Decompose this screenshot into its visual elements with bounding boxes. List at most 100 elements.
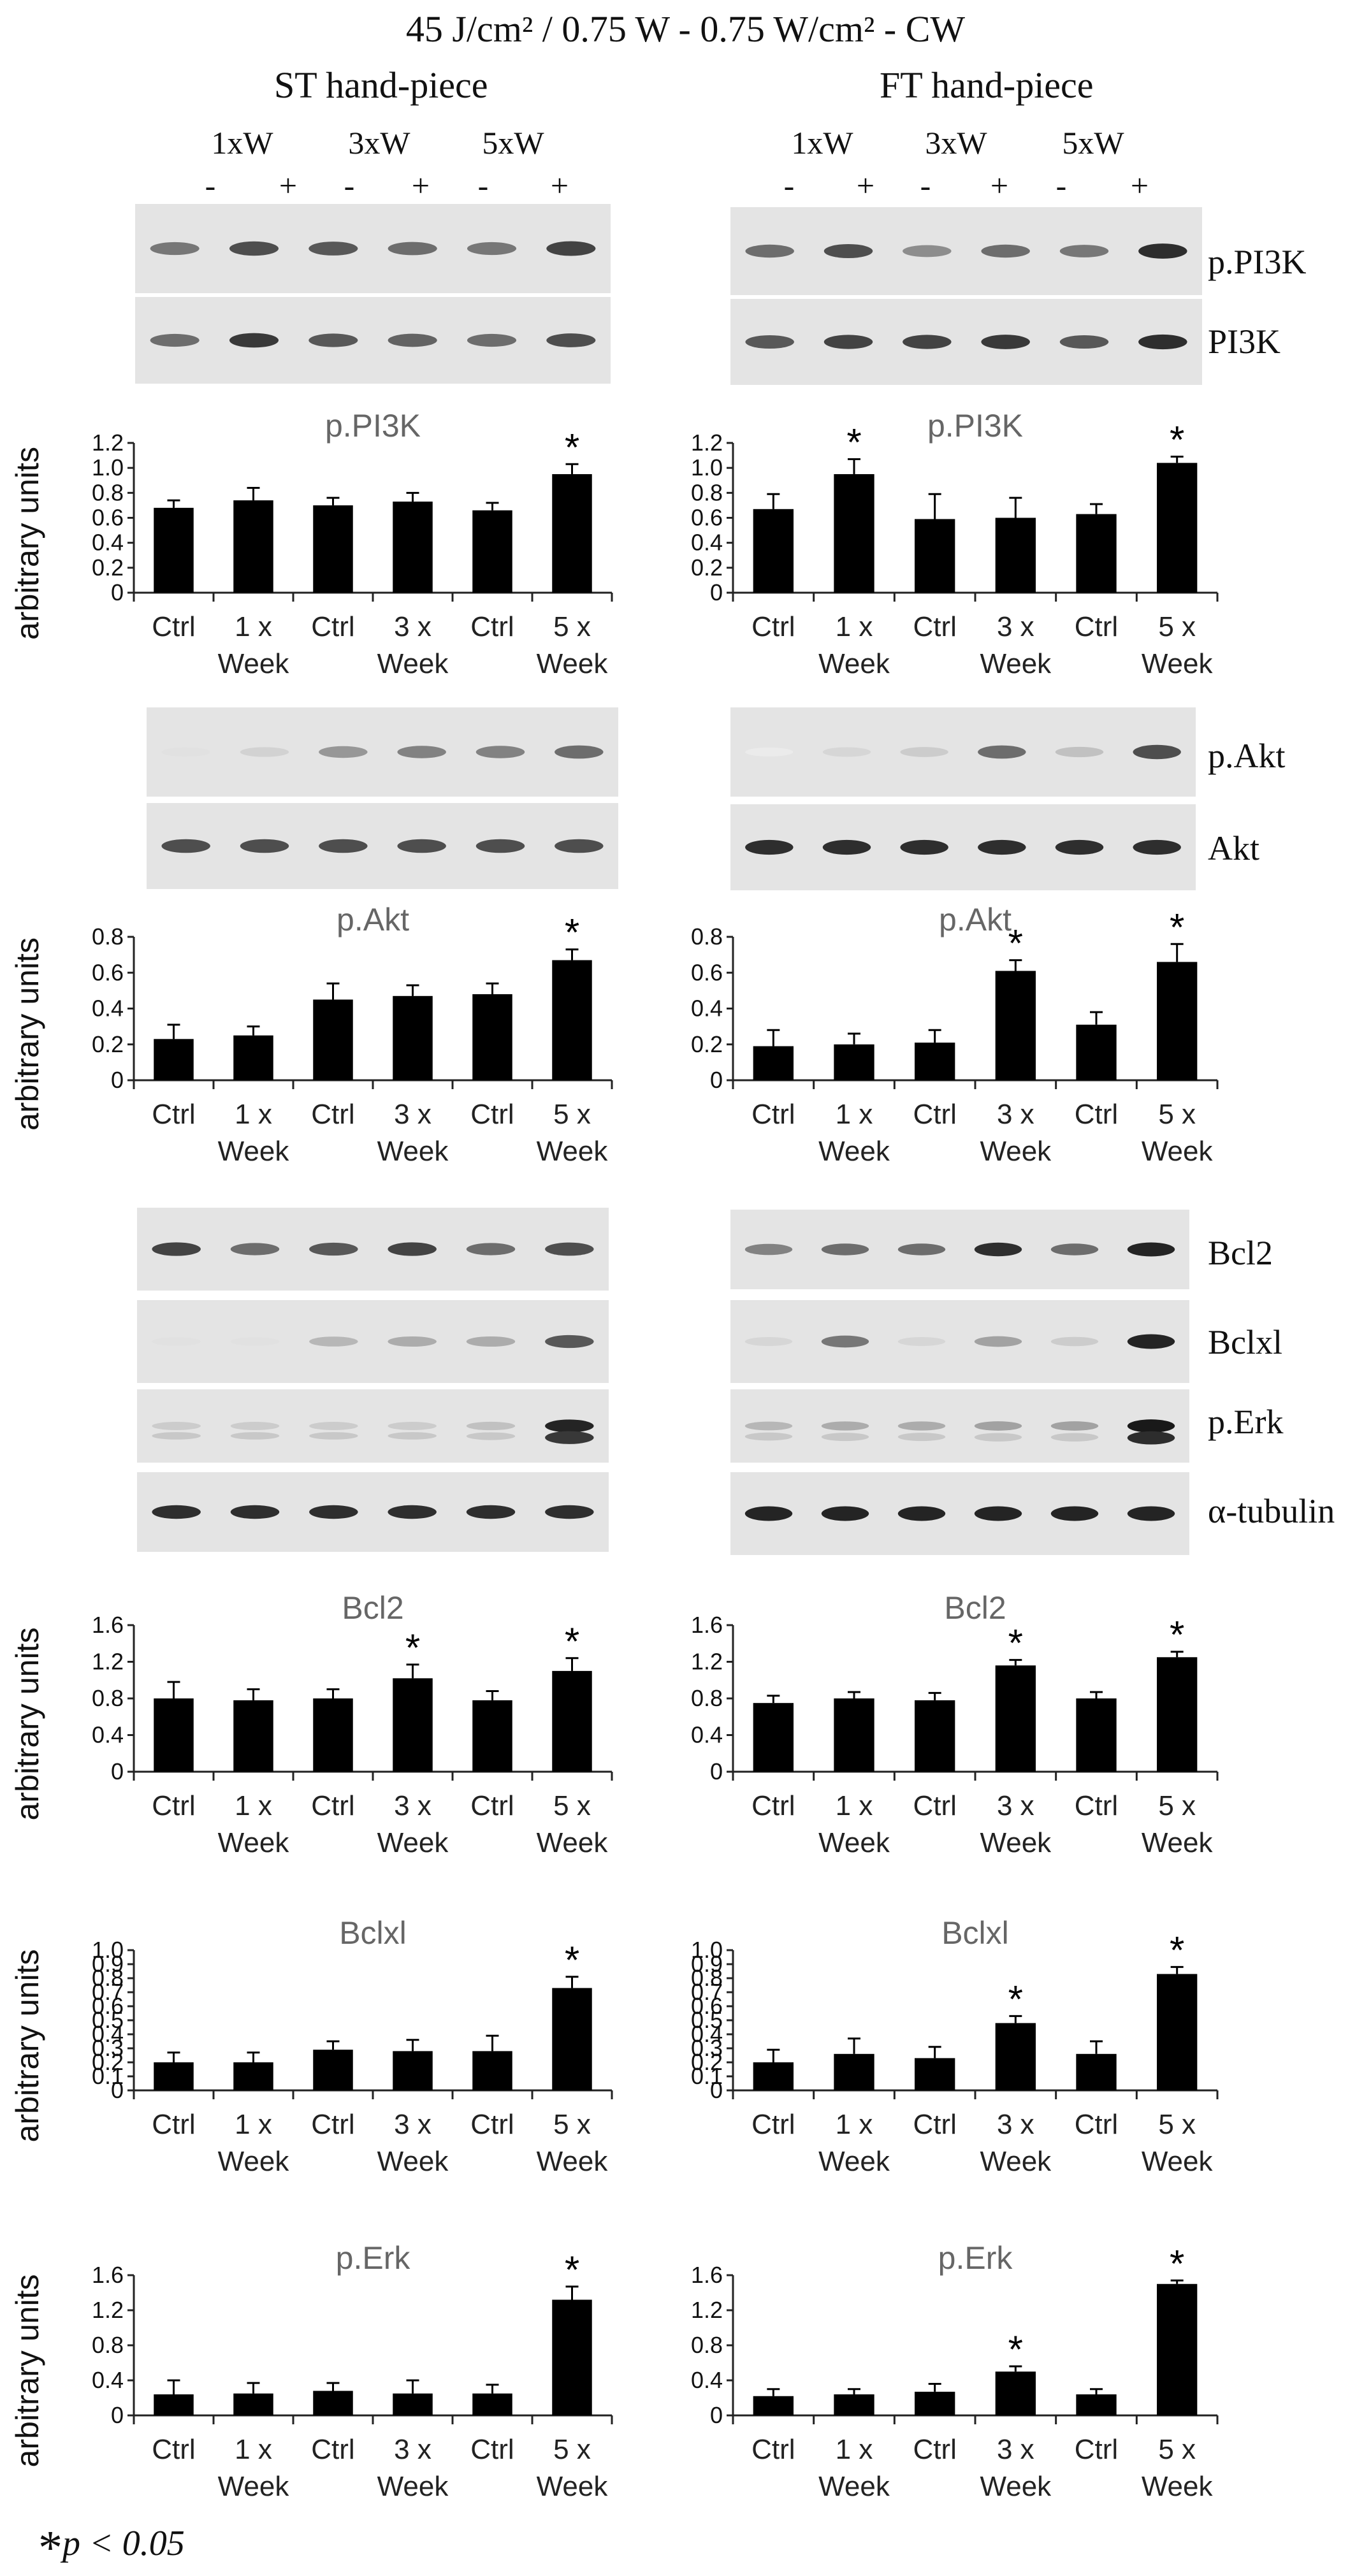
bar bbox=[1157, 1657, 1198, 1772]
blot-st-pi3k-group bbox=[135, 297, 611, 384]
x-tick-label: 1 x Week bbox=[818, 1099, 890, 1167]
x-tick-label: Ctrl bbox=[1075, 1790, 1118, 1821]
bar bbox=[313, 505, 353, 593]
blot-ft-bclxl bbox=[730, 1300, 1189, 1383]
blot-band bbox=[240, 747, 289, 757]
blot-band-lower bbox=[1127, 1431, 1175, 1445]
blot-band bbox=[466, 1505, 516, 1519]
bar bbox=[915, 2058, 955, 2090]
y-tick-label: 0.2 bbox=[92, 554, 124, 581]
blot-band bbox=[974, 1506, 1022, 1521]
y-tick-label: 1.6 bbox=[691, 1612, 723, 1638]
chart-bclxl-st: Bclxl 0 0.1 0.2 0.3 0.4 0.5 0.6 0.7 0.8 0.9 1.0 arbi… bbox=[0, 1899, 637, 2205]
x-tick-label: Ctrl bbox=[311, 2434, 354, 2465]
x-tick-label: Ctrl bbox=[751, 1790, 795, 1821]
significance-star: * bbox=[405, 1626, 420, 1669]
blot-label-pi3k: PI3K bbox=[1208, 322, 1281, 361]
bar bbox=[1076, 2053, 1117, 2090]
x-tick-label: Ctrl bbox=[311, 1790, 354, 1821]
bar bbox=[552, 474, 592, 593]
y-tick-label: 0.8 bbox=[92, 1965, 124, 1991]
blot-band bbox=[978, 839, 1026, 855]
blot-band bbox=[974, 1336, 1022, 1347]
y-tick-label: 1.2 bbox=[691, 430, 723, 456]
significance-star: * bbox=[846, 421, 861, 463]
y-tick-label: 0.7 bbox=[92, 1979, 124, 2005]
y-tick-label: 1.2 bbox=[92, 1649, 124, 1675]
ft-group-label-1xw: 1xW bbox=[791, 125, 853, 161]
x-tick-label: 5 x Week bbox=[537, 611, 609, 679]
y-tick-label: 0.8 bbox=[691, 1965, 723, 1991]
bar bbox=[233, 2393, 273, 2415]
blot-band bbox=[545, 1505, 594, 1519]
x-tick-label: 3 x Week bbox=[980, 611, 1052, 679]
blot-label-pakt: p.Akt bbox=[1208, 737, 1286, 775]
blot-band bbox=[897, 1421, 946, 1431]
y-tick-label: 1.0 bbox=[691, 454, 723, 481]
y-tick-label: 0 bbox=[111, 579, 124, 605]
y-tick-label: 0 bbox=[710, 1758, 723, 1784]
blot-ft-perk-group bbox=[730, 1389, 1189, 1463]
ft-lane-sign-5: - bbox=[1055, 168, 1067, 203]
bar bbox=[834, 2053, 874, 2090]
st-lane-sign-6: + bbox=[550, 168, 569, 203]
blot-band bbox=[900, 747, 948, 757]
y-tick-label: 0.4 bbox=[92, 2021, 124, 2047]
x-tick-label: 3 x Week bbox=[377, 611, 449, 679]
x-tick-label: Ctrl bbox=[1075, 2109, 1118, 2140]
blot-st-tub bbox=[137, 1472, 609, 1552]
blot-band bbox=[388, 333, 437, 347]
st-handpiece-header: ST hand-piece bbox=[274, 64, 488, 106]
x-tick-label: Ctrl bbox=[311, 1099, 354, 1130]
y-tick-label: 0.4 bbox=[92, 1722, 124, 1748]
bar bbox=[915, 1700, 955, 1772]
bar bbox=[834, 1044, 874, 1080]
blot-background bbox=[730, 1210, 1189, 1289]
bar bbox=[552, 1670, 592, 1772]
blot-band bbox=[745, 335, 794, 349]
blot-band bbox=[1050, 1243, 1099, 1255]
blot-background bbox=[730, 207, 1202, 295]
y-tick-label: 0.8 bbox=[92, 923, 124, 950]
blot-background bbox=[730, 1472, 1189, 1555]
y-tick-label: 0.6 bbox=[92, 1993, 124, 2019]
bar bbox=[1157, 962, 1198, 1080]
y-axis-label: arbitrary units bbox=[10, 1950, 45, 2143]
chart-title: p.PI3K bbox=[927, 408, 1023, 444]
blot-band bbox=[897, 1506, 946, 1521]
bar bbox=[995, 971, 1036, 1080]
x-tick-label: Ctrl bbox=[751, 611, 795, 642]
y-tick-label: 1.6 bbox=[92, 2262, 124, 2288]
blot-st-pakt bbox=[147, 707, 618, 797]
chart-akt-st: p.Akt 0 0.2 0.4 0.6 0.8 arbitrary units Ctrl 1 x… bbox=[0, 899, 637, 1192]
blot-band bbox=[1133, 744, 1181, 760]
blot-band bbox=[1138, 243, 1187, 259]
blot-background bbox=[137, 1300, 609, 1383]
blot-band bbox=[546, 333, 596, 347]
blot-band bbox=[309, 1336, 358, 1347]
blot-ft-ppi3k-group bbox=[730, 207, 1202, 295]
blot-band-lower bbox=[230, 1432, 280, 1440]
blot-band bbox=[745, 839, 794, 855]
y-tick-label: 0.8 bbox=[691, 479, 723, 505]
x-tick-label: 1 x Week bbox=[818, 2109, 890, 2177]
bar bbox=[995, 1665, 1036, 1772]
blot-band bbox=[545, 1242, 594, 1256]
blot-st-ppi3k bbox=[135, 204, 611, 293]
bar bbox=[472, 2393, 512, 2415]
ft-lane-sign-2: + bbox=[856, 168, 875, 203]
blot-background bbox=[730, 707, 1196, 797]
significance-star: * bbox=[1008, 922, 1023, 965]
y-tick-label: 1.2 bbox=[92, 2297, 124, 2323]
x-tick-label: Ctrl bbox=[913, 1790, 956, 1821]
bar bbox=[1076, 2394, 1117, 2415]
blot-band bbox=[978, 745, 1026, 759]
x-tick-label: Ctrl bbox=[470, 2434, 514, 2465]
y-tick-label: 1.2 bbox=[691, 2297, 723, 2323]
blot-band bbox=[388, 1505, 437, 1519]
blot-band bbox=[229, 333, 279, 348]
y-tick-label: 0.4 bbox=[691, 2367, 723, 2393]
blot-background bbox=[730, 1389, 1189, 1463]
significance-star: * bbox=[1008, 1622, 1023, 1665]
